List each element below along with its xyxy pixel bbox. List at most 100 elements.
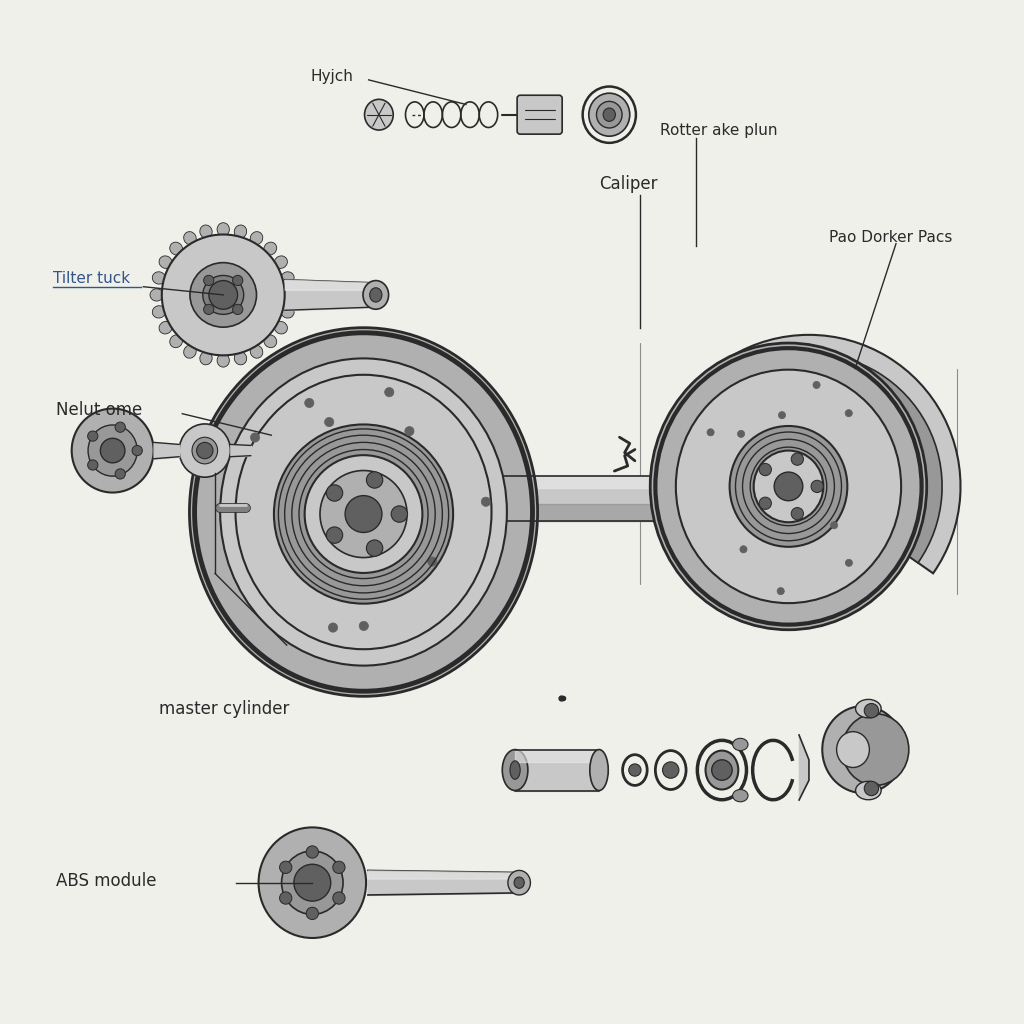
Circle shape: [759, 497, 771, 509]
Ellipse shape: [362, 281, 389, 309]
Ellipse shape: [179, 424, 230, 477]
Ellipse shape: [325, 418, 334, 427]
Ellipse shape: [830, 521, 838, 528]
Ellipse shape: [676, 370, 901, 603]
Circle shape: [115, 422, 125, 432]
Text: Rotter ake plun: Rotter ake plun: [660, 123, 778, 137]
Ellipse shape: [203, 275, 244, 314]
Ellipse shape: [273, 424, 453, 604]
Polygon shape: [359, 356, 396, 476]
Ellipse shape: [162, 234, 285, 355]
Ellipse shape: [250, 231, 263, 245]
Ellipse shape: [589, 93, 630, 136]
Circle shape: [792, 508, 804, 520]
Circle shape: [792, 453, 804, 465]
Ellipse shape: [159, 256, 172, 268]
Ellipse shape: [170, 335, 182, 348]
Circle shape: [306, 907, 318, 920]
Ellipse shape: [822, 707, 904, 793]
Circle shape: [132, 445, 142, 456]
Circle shape: [663, 762, 679, 778]
Circle shape: [88, 431, 98, 441]
Ellipse shape: [603, 109, 615, 121]
Ellipse shape: [481, 497, 490, 506]
Circle shape: [209, 281, 238, 309]
Circle shape: [345, 496, 382, 532]
Circle shape: [232, 275, 243, 286]
Circle shape: [100, 438, 125, 463]
Text: master cylinder: master cylinder: [159, 699, 289, 718]
Ellipse shape: [305, 398, 314, 408]
Ellipse shape: [234, 225, 247, 239]
Ellipse shape: [153, 271, 166, 284]
Ellipse shape: [190, 263, 256, 328]
Ellipse shape: [737, 430, 744, 437]
Circle shape: [811, 480, 823, 493]
Wedge shape: [676, 353, 942, 563]
Ellipse shape: [183, 345, 197, 358]
Circle shape: [864, 703, 879, 718]
Circle shape: [88, 460, 98, 470]
Ellipse shape: [150, 289, 164, 301]
Circle shape: [629, 764, 641, 776]
Text: Caliper: Caliper: [599, 175, 657, 194]
Ellipse shape: [359, 622, 369, 631]
Ellipse shape: [250, 345, 263, 358]
Circle shape: [232, 304, 243, 314]
Circle shape: [294, 864, 331, 901]
Circle shape: [306, 846, 318, 858]
Ellipse shape: [282, 851, 343, 914]
Circle shape: [367, 540, 383, 556]
Ellipse shape: [274, 256, 288, 268]
Ellipse shape: [508, 870, 530, 895]
Circle shape: [204, 275, 214, 286]
Ellipse shape: [251, 433, 260, 442]
Ellipse shape: [200, 225, 212, 239]
Ellipse shape: [258, 827, 367, 938]
Ellipse shape: [88, 425, 137, 476]
Ellipse shape: [650, 343, 927, 630]
Polygon shape: [257, 532, 347, 630]
Circle shape: [712, 760, 732, 780]
Text: Hyjch: Hyjch: [310, 70, 353, 84]
Circle shape: [280, 861, 292, 873]
Ellipse shape: [385, 387, 394, 396]
Ellipse shape: [740, 546, 748, 553]
Ellipse shape: [856, 699, 881, 718]
Ellipse shape: [813, 381, 820, 388]
Ellipse shape: [264, 335, 276, 348]
Ellipse shape: [837, 731, 869, 768]
Ellipse shape: [305, 455, 422, 573]
Polygon shape: [799, 734, 809, 801]
Ellipse shape: [777, 588, 784, 595]
Ellipse shape: [281, 271, 294, 284]
Ellipse shape: [365, 99, 393, 130]
Ellipse shape: [329, 623, 338, 632]
Text: Nelut ome: Nelut ome: [56, 400, 142, 419]
Ellipse shape: [193, 437, 218, 464]
Ellipse shape: [404, 427, 414, 436]
Circle shape: [367, 472, 383, 488]
Ellipse shape: [170, 242, 182, 255]
Ellipse shape: [189, 328, 538, 696]
Circle shape: [333, 892, 345, 904]
Polygon shape: [206, 504, 326, 528]
Ellipse shape: [778, 412, 785, 419]
Ellipse shape: [200, 351, 212, 365]
Ellipse shape: [274, 322, 288, 334]
Ellipse shape: [153, 306, 166, 318]
Ellipse shape: [845, 559, 852, 566]
Text: Pao Dorker Pacs: Pao Dorker Pacs: [829, 230, 952, 245]
Ellipse shape: [596, 101, 622, 128]
Ellipse shape: [220, 358, 507, 666]
Ellipse shape: [217, 223, 229, 236]
Polygon shape: [383, 403, 479, 495]
Ellipse shape: [707, 429, 714, 436]
Ellipse shape: [72, 409, 154, 493]
Polygon shape: [294, 370, 357, 482]
Ellipse shape: [428, 557, 437, 566]
Ellipse shape: [283, 289, 297, 301]
Circle shape: [197, 442, 213, 459]
Ellipse shape: [510, 761, 520, 779]
Circle shape: [204, 304, 214, 314]
